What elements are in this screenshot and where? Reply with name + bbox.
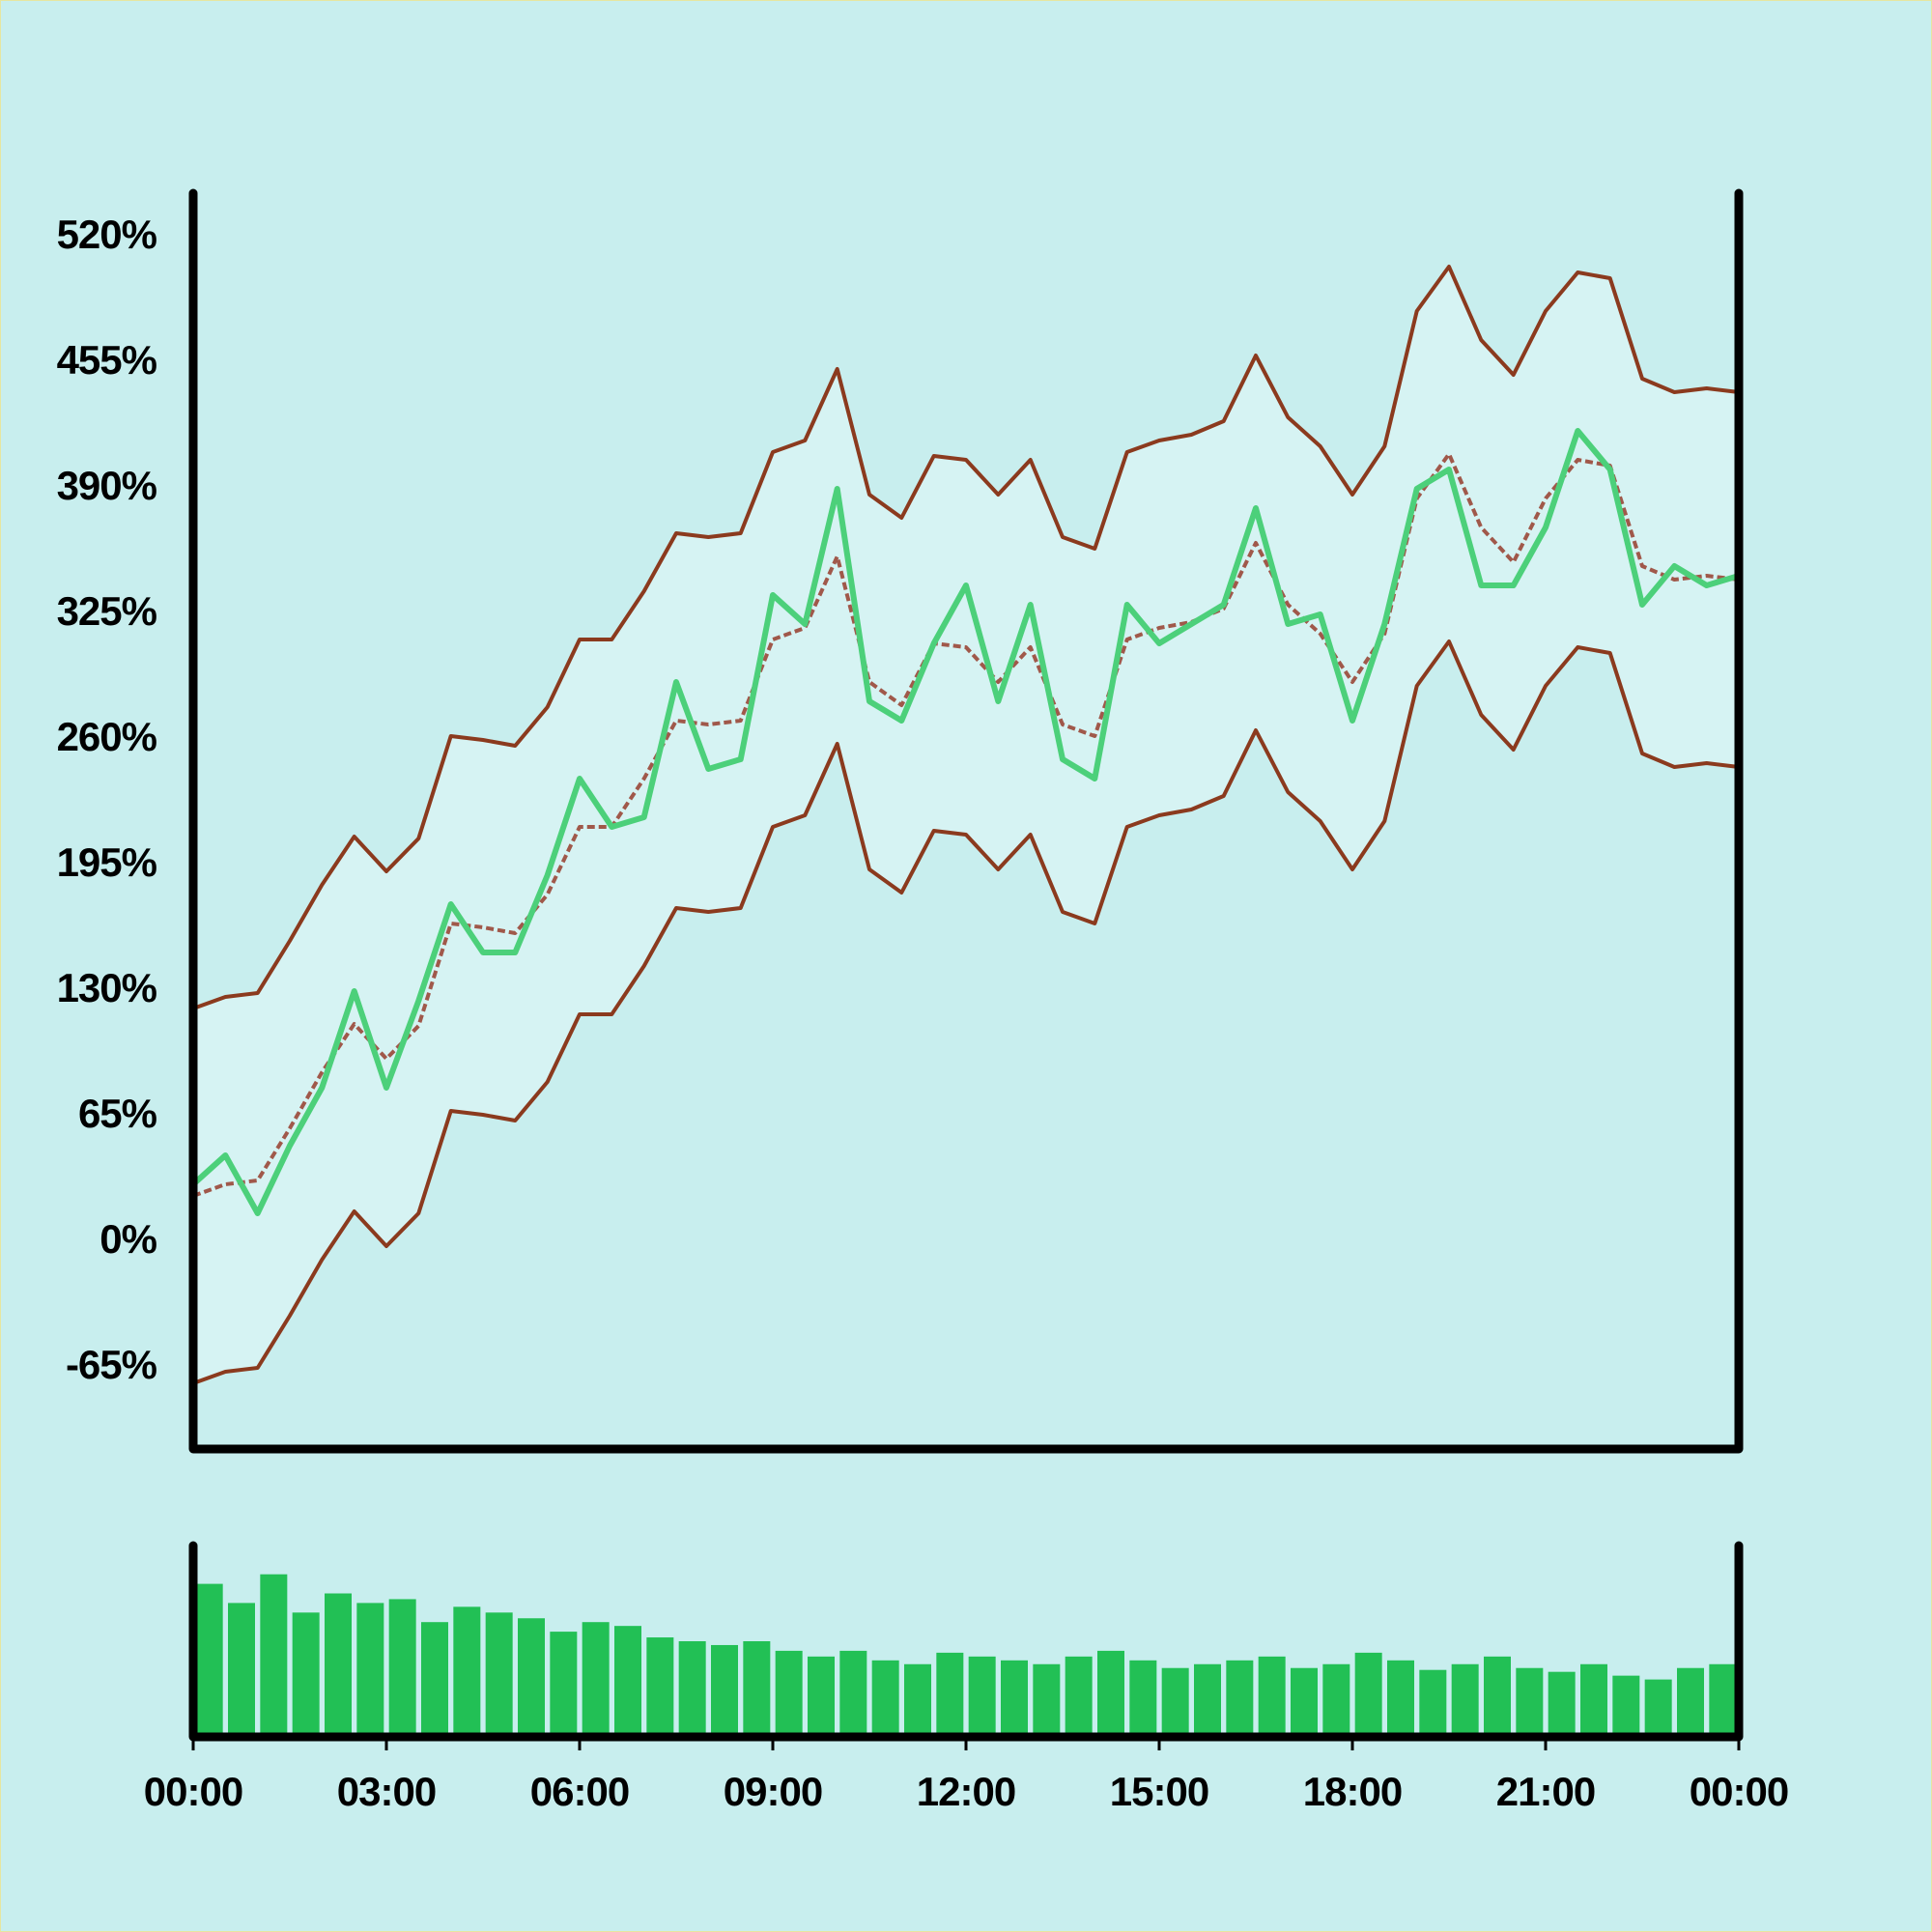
y-tick-label: 0% bbox=[99, 1216, 156, 1262]
volume-bar bbox=[871, 1660, 899, 1737]
x-tick-label: 21:00 bbox=[1496, 1769, 1595, 1814]
volume-bar bbox=[1612, 1675, 1640, 1737]
volume-bar bbox=[743, 1641, 771, 1737]
volume-bar bbox=[550, 1632, 578, 1737]
series-line bbox=[192, 639, 1740, 1385]
y-tick-label: 130% bbox=[57, 965, 157, 1010]
axis-frame bbox=[188, 1541, 1744, 1742]
volume-bar bbox=[614, 1626, 641, 1737]
x-tick-label: 18:00 bbox=[1303, 1769, 1402, 1814]
volume-bar bbox=[1484, 1656, 1511, 1737]
series-line bbox=[190, 428, 1740, 1216]
volume-bar bbox=[1322, 1663, 1350, 1737]
volume-bar bbox=[968, 1656, 996, 1737]
volume-bar bbox=[195, 1583, 223, 1737]
volume-bar bbox=[1001, 1660, 1028, 1737]
volume-bar bbox=[260, 1574, 288, 1737]
volume-bar bbox=[1291, 1667, 1318, 1737]
volume-bar bbox=[1258, 1656, 1286, 1737]
volume-bar bbox=[1419, 1669, 1447, 1737]
volume-bar bbox=[839, 1650, 867, 1737]
volume-bar bbox=[904, 1663, 931, 1737]
volume-bar bbox=[1709, 1663, 1737, 1737]
band-fill bbox=[193, 267, 1739, 1383]
volume-bar bbox=[1065, 1656, 1093, 1737]
volume-bar bbox=[582, 1622, 610, 1737]
x-tick-label: 06:00 bbox=[530, 1769, 629, 1814]
volume-bar bbox=[1097, 1650, 1124, 1737]
volume-bar bbox=[1033, 1663, 1061, 1737]
volume-bar bbox=[1354, 1652, 1382, 1737]
volume-bar bbox=[356, 1603, 384, 1737]
volume-bar bbox=[485, 1612, 513, 1737]
volume-bar bbox=[388, 1599, 416, 1737]
volume-bar bbox=[808, 1656, 835, 1737]
axis-frame bbox=[188, 188, 1744, 1454]
volume-bar bbox=[678, 1641, 706, 1737]
volume-bar bbox=[1161, 1667, 1189, 1737]
x-tick-label: 15:00 bbox=[1110, 1769, 1208, 1814]
x-tick-label: 00:00 bbox=[1690, 1769, 1788, 1814]
volume-bar bbox=[1194, 1663, 1221, 1737]
volume-bar bbox=[292, 1612, 320, 1737]
volume-bar bbox=[1677, 1667, 1704, 1737]
y-tick-label: -65% bbox=[66, 1342, 157, 1387]
volume-bar bbox=[1387, 1660, 1414, 1737]
y-tick-label: 260% bbox=[57, 714, 157, 759]
volume-bar bbox=[453, 1606, 481, 1737]
series-line bbox=[192, 265, 1740, 1010]
volume-bar bbox=[1644, 1679, 1672, 1737]
volume-bar bbox=[711, 1644, 738, 1737]
x-tick-label: 03:00 bbox=[337, 1769, 436, 1814]
volume-bar bbox=[1516, 1667, 1544, 1737]
series-line bbox=[192, 452, 1740, 1198]
y-tick-label: 195% bbox=[57, 839, 157, 885]
y-tick-label: 325% bbox=[57, 588, 157, 634]
volume-bar bbox=[1580, 1663, 1607, 1737]
volume-bar bbox=[936, 1652, 964, 1737]
volume-bar bbox=[325, 1593, 352, 1737]
x-tick-label: 00:00 bbox=[144, 1769, 242, 1814]
volume-bar bbox=[518, 1618, 545, 1737]
x-tick-label: 09:00 bbox=[724, 1769, 822, 1814]
volume-bar bbox=[775, 1650, 803, 1737]
volume-bar bbox=[228, 1603, 255, 1737]
volume-bar bbox=[1548, 1671, 1576, 1737]
y-tick-label: 520% bbox=[57, 212, 157, 257]
y-tick-label: 455% bbox=[57, 337, 157, 383]
volume-bar bbox=[1451, 1663, 1479, 1737]
x-tick-label: 12:00 bbox=[917, 1769, 1015, 1814]
volume-bar bbox=[1129, 1660, 1157, 1737]
y-tick-label: 65% bbox=[78, 1091, 157, 1136]
volume-bar bbox=[1226, 1660, 1254, 1737]
volume-bar bbox=[646, 1637, 674, 1737]
volume-bar bbox=[421, 1622, 448, 1737]
y-tick-label: 390% bbox=[57, 463, 157, 508]
